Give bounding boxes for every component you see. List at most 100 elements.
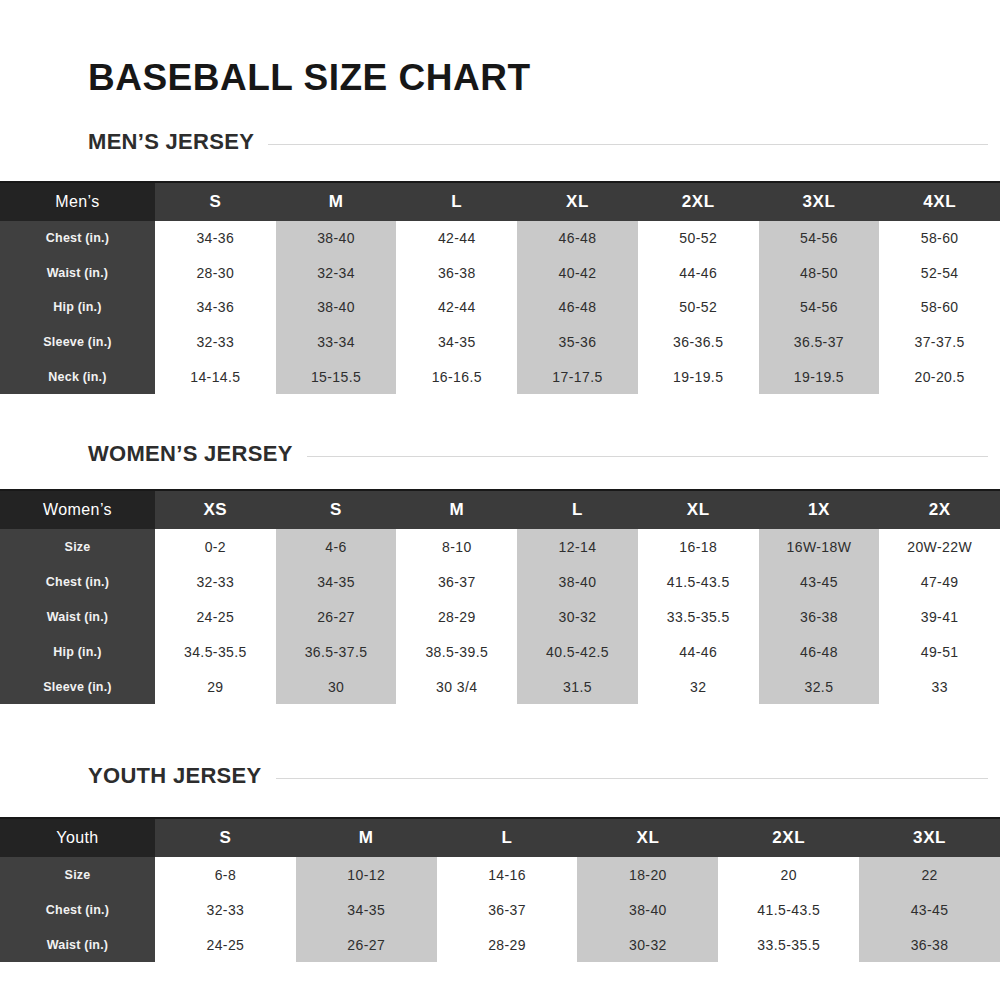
value-cell: 32-33	[155, 892, 296, 927]
value-cell: 26-27	[276, 599, 397, 634]
value-cell: 40-42	[517, 256, 638, 291]
size-header-cell: 2XL	[718, 819, 859, 857]
value-cell: 18-20	[577, 857, 718, 892]
row-label-cell: Waist (in.)	[0, 927, 155, 962]
value-cell: 28-30	[155, 256, 276, 291]
value-cell: 38-40	[276, 221, 397, 256]
value-cell: 48-50	[759, 256, 880, 291]
value-cell: 4-6	[276, 529, 397, 564]
womens-section-heading: WOMEN’S JERSEY	[88, 441, 988, 467]
youth-section-heading: YOUTH JERSEY	[88, 763, 988, 789]
row-label-cell: Sleeve (in.)	[0, 325, 155, 360]
value-cell: 10-12	[296, 857, 437, 892]
value-cell: 8-10	[396, 529, 517, 564]
value-cell: 43-45	[759, 564, 880, 599]
value-cell: 16-16.5	[396, 359, 517, 394]
value-cell: 31.5	[517, 669, 638, 704]
value-cell: 47-49	[879, 564, 1000, 599]
value-cell: 36.5-37	[759, 325, 880, 360]
value-cell: 41.5-43.5	[718, 892, 859, 927]
value-cell: 34-36	[155, 290, 276, 325]
value-cell: 37-37.5	[879, 325, 1000, 360]
size-header-cell: 3XL	[859, 819, 1000, 857]
row-label-cell: Hip (in.)	[0, 634, 155, 669]
value-cell: 36-38	[759, 599, 880, 634]
value-cell: 32-34	[276, 256, 397, 291]
value-cell: 33-34	[276, 325, 397, 360]
mens-divider-line	[268, 144, 988, 145]
youth-divider-line	[276, 778, 988, 779]
value-cell: 33.5-35.5	[718, 927, 859, 962]
size-header-cell: 2XL	[638, 183, 759, 221]
corner-cell: Men’s	[0, 183, 155, 221]
value-cell: 38.5-39.5	[396, 634, 517, 669]
youth-section-title: YOUTH JERSEY	[88, 763, 262, 789]
value-cell: 34.5-35.5	[155, 634, 276, 669]
value-cell: 0-2	[155, 529, 276, 564]
value-cell: 30-32	[517, 599, 638, 634]
value-cell: 32-33	[155, 564, 276, 599]
value-cell: 32	[638, 669, 759, 704]
row-label-cell: Sleeve (in.)	[0, 669, 155, 704]
value-cell: 32.5	[759, 669, 880, 704]
row-label-cell: Chest (in.)	[0, 564, 155, 599]
value-cell: 15-15.5	[276, 359, 397, 394]
row-label-cell: Chest (in.)	[0, 221, 155, 256]
value-cell: 20-20.5	[879, 359, 1000, 394]
value-cell: 14-16	[437, 857, 578, 892]
value-cell: 30-32	[577, 927, 718, 962]
corner-cell: Women’s	[0, 491, 155, 529]
value-cell: 17-17.5	[517, 359, 638, 394]
size-header-cell: L	[517, 491, 638, 529]
value-cell: 33.5-35.5	[638, 599, 759, 634]
value-cell: 20	[718, 857, 859, 892]
value-cell: 46-48	[759, 634, 880, 669]
value-cell: 58-60	[879, 221, 1000, 256]
value-cell: 46-48	[517, 221, 638, 256]
value-cell: 46-48	[517, 290, 638, 325]
size-header-cell: S	[155, 819, 296, 857]
size-header-cell: XS	[155, 491, 276, 529]
value-cell: 19-19.5	[638, 359, 759, 394]
value-cell: 50-52	[638, 221, 759, 256]
value-cell: 20W-22W	[879, 529, 1000, 564]
value-cell: 40.5-42.5	[517, 634, 638, 669]
size-header-cell: L	[396, 183, 517, 221]
size-header-cell: M	[396, 491, 517, 529]
size-header-cell: S	[155, 183, 276, 221]
value-cell: 42-44	[396, 290, 517, 325]
mens-size-table: Men’sSMLXL2XL3XL4XLChest (in.)34-3638-40…	[0, 181, 1000, 394]
value-cell: 54-56	[759, 221, 880, 256]
value-cell: 14-14.5	[155, 359, 276, 394]
row-label-cell: Neck (in.)	[0, 359, 155, 394]
row-label-cell: Size	[0, 857, 155, 892]
value-cell: 36-38	[396, 256, 517, 291]
value-cell: 44-46	[638, 634, 759, 669]
size-header-cell: 1X	[759, 491, 880, 529]
row-label-cell: Waist (in.)	[0, 599, 155, 634]
value-cell: 35-36	[517, 325, 638, 360]
row-label-cell: Waist (in.)	[0, 256, 155, 291]
size-header-cell: 2X	[879, 491, 1000, 529]
value-cell: 30 3/4	[396, 669, 517, 704]
mens-section-heading: MEN’S JERSEY	[88, 129, 988, 155]
size-header-cell: 3XL	[759, 183, 880, 221]
size-chart-page: BASEBALL SIZE CHART MEN’S JERSEY Men’sSM…	[0, 0, 1000, 1000]
value-cell: 54-56	[759, 290, 880, 325]
womens-section-title: WOMEN’S JERSEY	[88, 441, 293, 467]
value-cell: 28-29	[437, 927, 578, 962]
value-cell: 52-54	[879, 256, 1000, 291]
mens-section-title: MEN’S JERSEY	[88, 129, 254, 155]
size-header-cell: L	[437, 819, 578, 857]
value-cell: 22	[859, 857, 1000, 892]
value-cell: 32-33	[155, 325, 276, 360]
row-label-cell: Chest (in.)	[0, 892, 155, 927]
size-header-cell: XL	[577, 819, 718, 857]
value-cell: 29	[155, 669, 276, 704]
value-cell: 34-35	[396, 325, 517, 360]
value-cell: 16-18	[638, 529, 759, 564]
youth-size-table: YouthSMLXL2XL3XLSize6-810-1214-1618-2020…	[0, 817, 1000, 962]
size-header-cell: S	[276, 491, 397, 529]
row-label-cell: Size	[0, 529, 155, 564]
value-cell: 26-27	[296, 927, 437, 962]
